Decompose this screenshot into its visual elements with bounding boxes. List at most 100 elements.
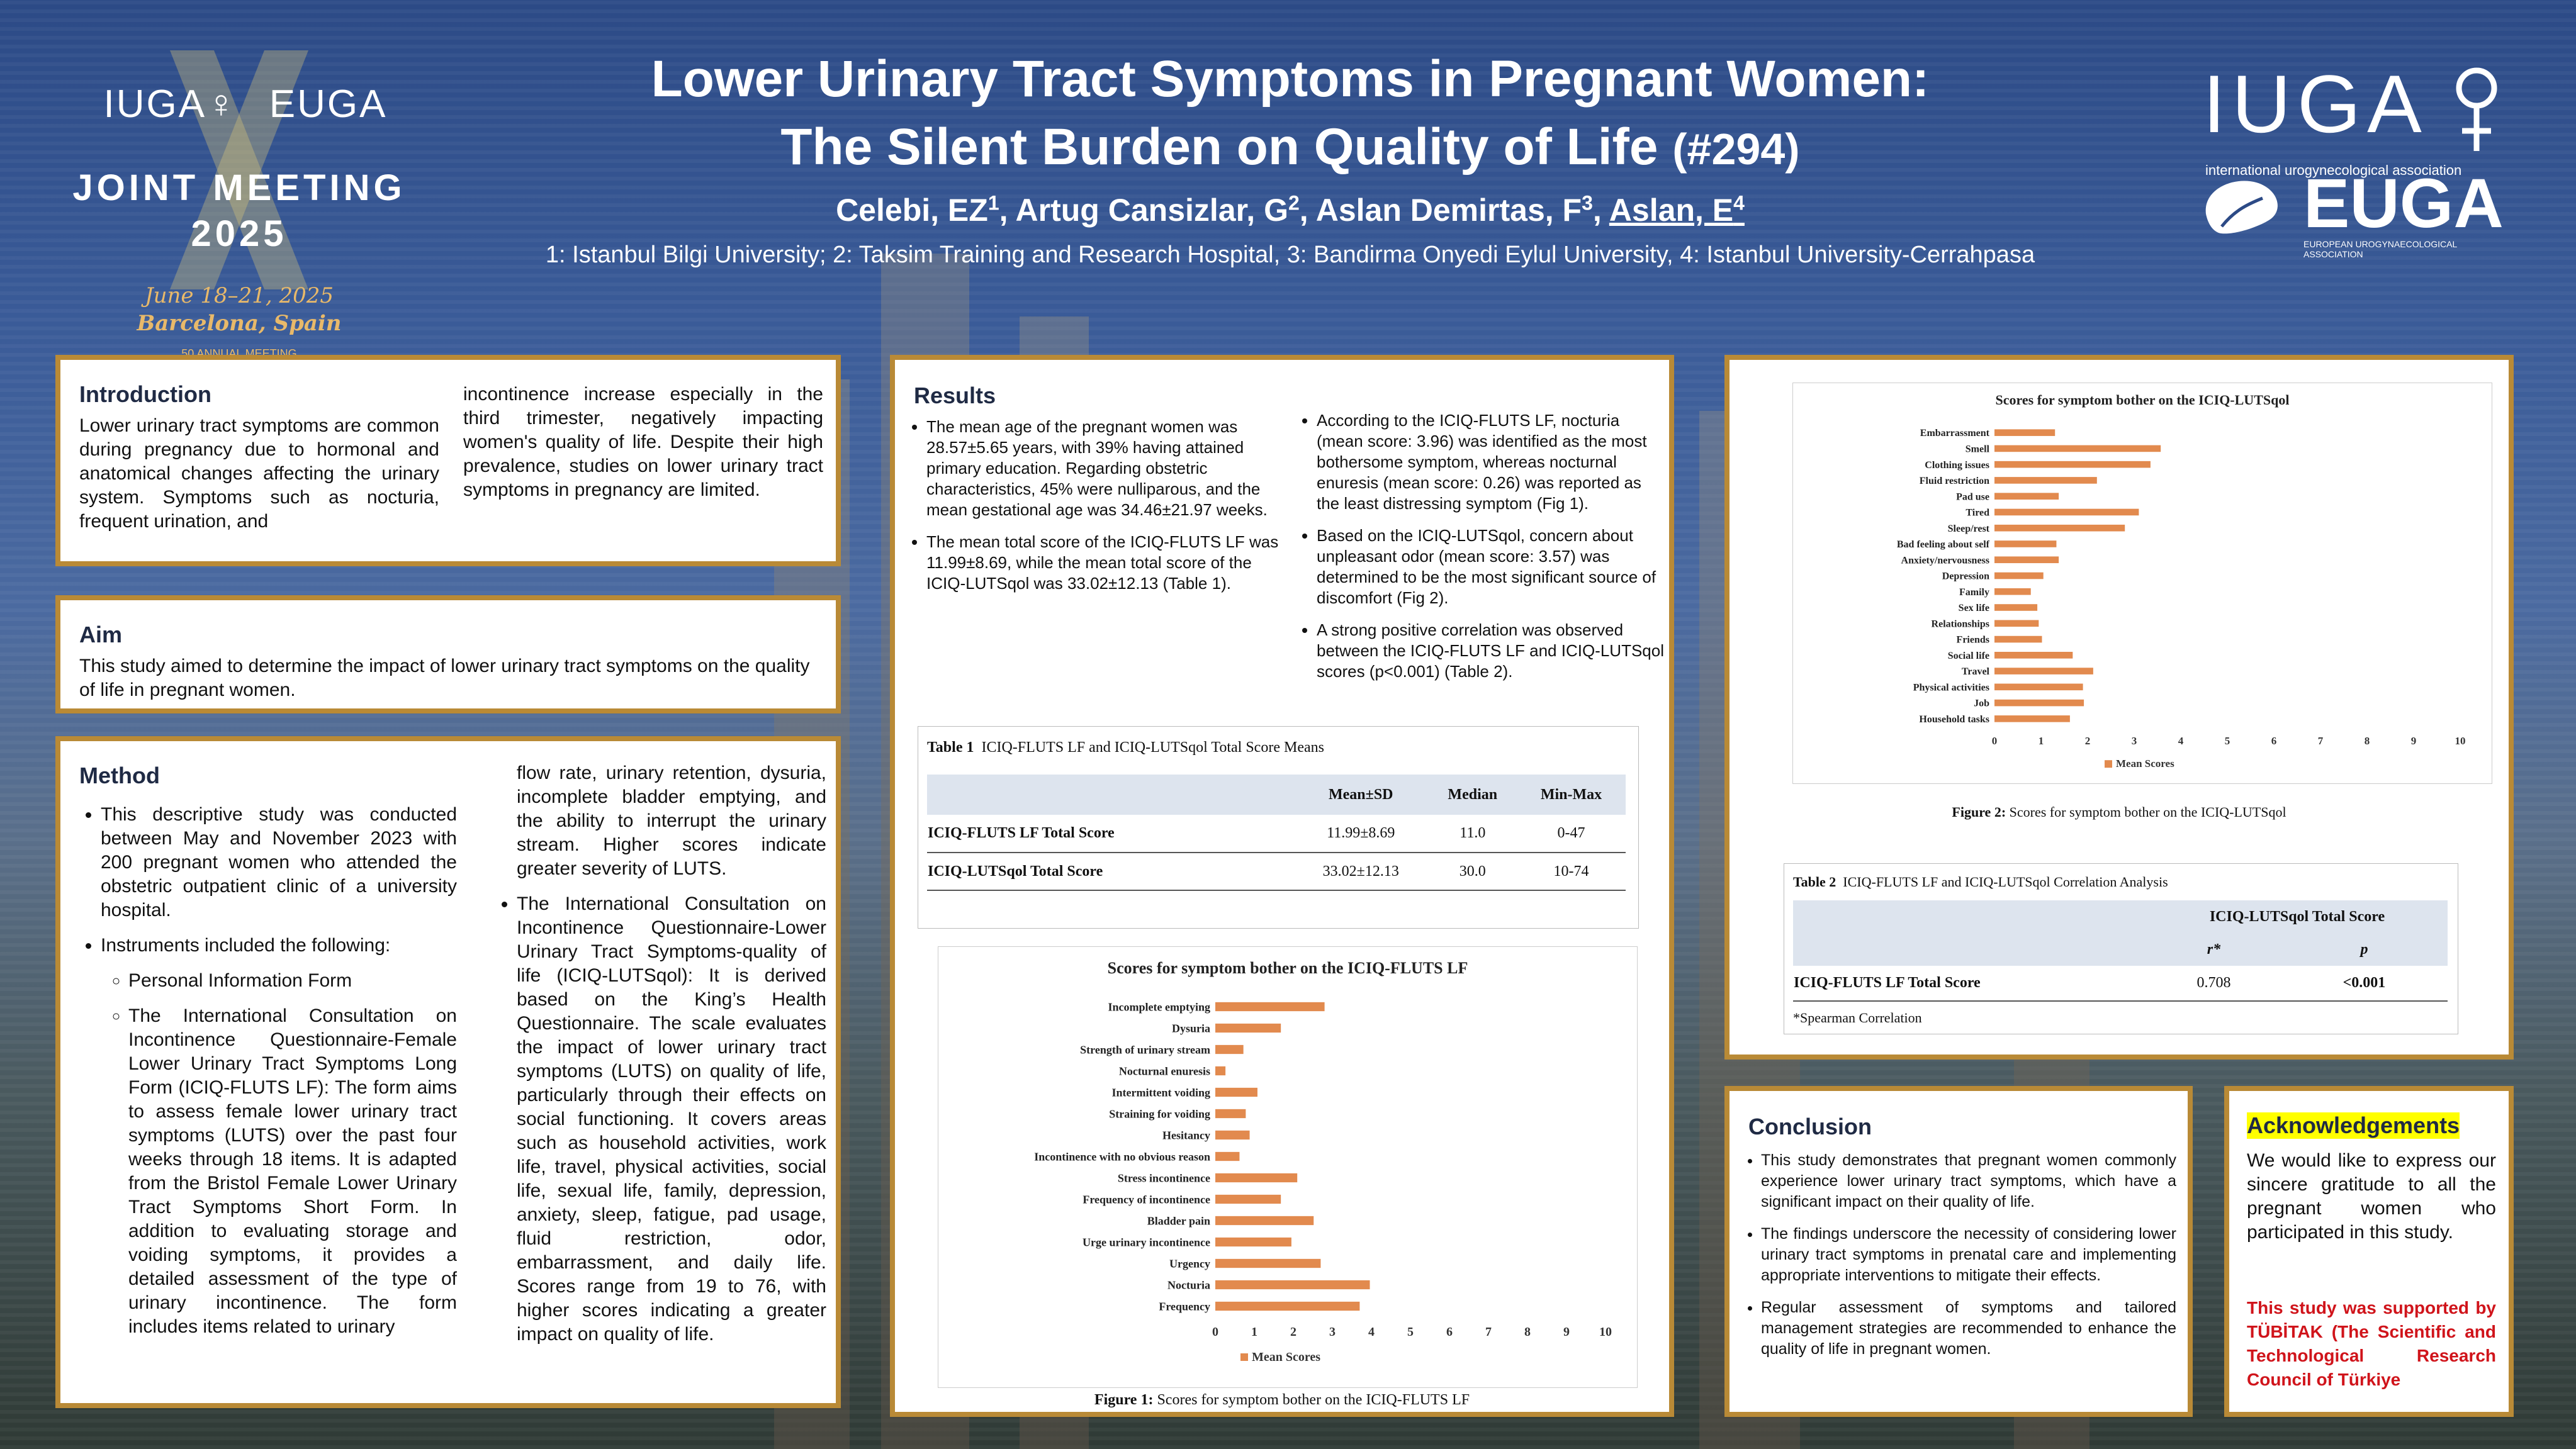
category-label: Pad use <box>1956 491 1989 502</box>
figure-2-chart: Scores for symptom bother on the ICIQ-LU… <box>1792 383 2492 784</box>
table-header <box>927 775 1293 815</box>
joint-meeting-text: JOINT MEETING <box>72 167 406 208</box>
figure-2-svg: Scores for symptom bother on the ICIQ-LU… <box>1897 392 2466 769</box>
legend-swatch <box>1240 1353 1248 1361</box>
bar <box>1215 1023 1281 1033</box>
acknowledgements-title: Acknowledgements <box>2247 1112 2460 1139</box>
funding-statement: This study was supported by TÜBİTAK (The… <box>2247 1298 2496 1389</box>
table-1-caption: Table 1 ICIQ-FLUTS LF and ICIQ-LUTSqol T… <box>927 739 1324 756</box>
category-label: Incontinence with no obvious reason <box>1034 1150 1210 1163</box>
introduction-col2: incontinence increase especially in the … <box>463 384 823 500</box>
category-label: Tired <box>1966 508 1989 518</box>
table-row: ICIQ-FLUTS LF Total Score 11.99±8.69 11.0… <box>927 815 1626 853</box>
conclusion-bullet: The findings underscore the necessity of… <box>1761 1224 2176 1286</box>
bar <box>1994 461 2151 468</box>
meeting-city: Barcelona, Spain <box>137 311 342 336</box>
x-tick-label: 4 <box>2178 735 2184 747</box>
title-line-2: The Silent Burden on Quality of Life (#2… <box>441 113 2140 183</box>
conclusion-title: Conclusion <box>1748 1114 1872 1139</box>
table-header: ICIQ-LUTSqol Total Score <box>2209 908 2385 925</box>
category-label: Stress incontinence <box>1118 1172 1210 1184</box>
bar <box>1994 429 2056 436</box>
category-label: Travel <box>1962 666 1990 677</box>
x-tick-label: 3 <box>1329 1325 1336 1339</box>
introduction-panel: Introduction Lower urinary tract symptom… <box>55 355 841 566</box>
category-label: Anxiety/nervousness <box>1901 555 1989 566</box>
category-label: Household tasks <box>1919 714 1989 725</box>
method-continued: flow rate, urinary retention, dysuria, i… <box>517 763 826 879</box>
x-tick-label: 1 <box>1251 1325 1257 1339</box>
x-tick-label: 5 <box>2225 735 2230 747</box>
x-tick-label: 2 <box>1290 1325 1296 1339</box>
bar <box>1994 445 2161 452</box>
euga-subtitle: EUROPEAN UROGYNAECOLOGICAL ASSOCIATION <box>2303 239 2457 259</box>
society-logos: IUGA international urogynecological asso… <box>2203 57 2505 264</box>
method-bullet: Instruments included the following: Pers… <box>101 934 457 1339</box>
legend-swatch <box>2105 760 2112 768</box>
meeting-logo: IUGA♀ EUGA JOINT MEETING 2025 June 18–21… <box>63 38 415 360</box>
author: Artug Cansizlar, G2, <box>1015 191 1316 228</box>
logo-euga-text: EUGA <box>269 82 388 126</box>
bar <box>1994 524 2125 532</box>
conclusion-panel: Conclusion This study demonstrates that … <box>1724 1086 2193 1417</box>
bar <box>1994 620 2039 627</box>
authors-line: Celebi, EZ1, Artug Cansizlar, G2, Aslan … <box>441 191 2140 228</box>
category-label: Smell <box>1966 444 1990 454</box>
female-symbol-icon <box>2456 67 2497 151</box>
method-col1: This descriptive study was conducted bet… <box>79 803 457 1350</box>
results-bullet: The mean age of the pregnant women was 2… <box>926 417 1283 520</box>
introduction-col1: Lower urinary tract symptoms are common … <box>79 415 439 532</box>
bar <box>1994 683 2083 691</box>
bar <box>1215 1173 1298 1183</box>
x-mark-icon <box>170 50 308 289</box>
x-tick-label: 6 <box>1446 1325 1453 1339</box>
table-header: p <box>2360 941 2368 958</box>
category-label: Depression <box>1942 571 1989 582</box>
table-header: Median <box>1448 786 1498 803</box>
category-label: Embarrassment <box>1920 428 1990 439</box>
acknowledgements-text: We would like to express our sincere gra… <box>2247 1150 2496 1243</box>
x-tick-label: 3 <box>2132 735 2137 747</box>
bar <box>1215 1301 1360 1311</box>
title-line-1: Lower Urinary Tract Symptoms in Pregnant… <box>651 50 1930 108</box>
category-label: Frequency <box>1159 1300 1210 1312</box>
category-label: Job <box>1974 698 1989 709</box>
euga-leaf-icon <box>2205 181 2278 234</box>
x-tick-label: 10 <box>1599 1325 1612 1339</box>
bar <box>1994 652 2073 659</box>
category-label: Family <box>1959 587 1989 598</box>
conclusion-bullet: Regular assessment of symptoms and tailo… <box>1761 1297 2176 1360</box>
category-label: Relationships <box>1932 618 1989 629</box>
x-tick-label: 7 <box>2318 735 2324 747</box>
method-subbullet: The International Consultation on Incont… <box>517 892 826 1346</box>
euga-logo-text: EUGA <box>2303 165 2504 242</box>
table-2-footnote: *Spearman Correlation <box>1793 1010 1922 1026</box>
table-header: Mean±SD <box>1329 786 1393 803</box>
table-2: Table 2 ICIQ-FLUTS LF and ICIQ-LUTSqol C… <box>1784 863 2458 1034</box>
x-tick-label: 6 <box>2271 735 2277 747</box>
bar <box>1994 556 2059 564</box>
author: Aslan Demirtas, F3, <box>1315 191 1609 228</box>
x-tick-label: 1 <box>2039 735 2044 747</box>
meeting-dates: June 18–21, 2025 <box>144 283 334 308</box>
abstract-number: (#294) <box>1672 125 1800 174</box>
category-label: Social life <box>1948 651 1989 661</box>
bar <box>1215 1109 1246 1119</box>
table-2-caption: Table 2 ICIQ-FLUTS LF and ICIQ-LUTSqol C… <box>1793 874 2168 890</box>
conclusion-bullet: This study demonstrates that pregnant wo… <box>1761 1150 2176 1212</box>
x-tick-label: 8 <box>1524 1325 1531 1339</box>
category-label: Straining for voiding <box>1109 1107 1210 1120</box>
poster-title: Lower Urinary Tract Symptoms in Pregnant… <box>441 45 2140 183</box>
bar <box>1994 477 2097 484</box>
x-tick-label: 4 <box>1368 1325 1375 1339</box>
method-subbullet: Personal Information Form <box>128 969 457 993</box>
results-bullet: The mean total score of the ICIQ-FLUTS L… <box>926 532 1283 594</box>
meeting-year: 2025 <box>191 213 288 254</box>
category-label: Bad feeling about self <box>1897 539 1990 550</box>
category-label: Nocturnal enuresis <box>1119 1065 1210 1077</box>
x-tick-label: 0 <box>1992 735 1998 747</box>
table-2-grid: ICIQ-LUTSqol Total Score r* p ICIQ-FLUTS… <box>1793 900 2448 1002</box>
bar <box>1994 540 2057 547</box>
results-bullet: Based on the ICIQ-LUTSqol, concern about… <box>1317 525 1667 608</box>
bar <box>1215 1087 1257 1097</box>
